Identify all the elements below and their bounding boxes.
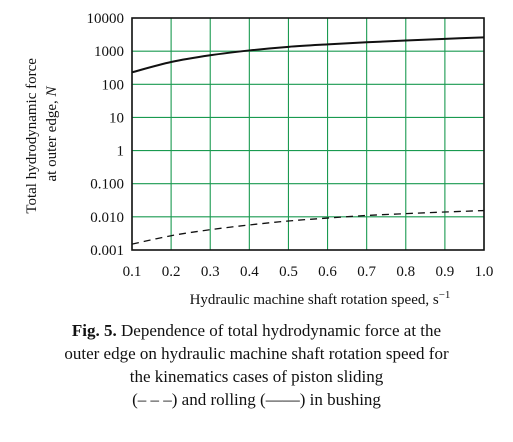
- caption-line-1: Dependence of total hydrodynamic force a…: [116, 321, 442, 340]
- x-tick-label: 0.6: [318, 264, 337, 280]
- y-tick-label: 0.100: [90, 177, 124, 193]
- sliding-dashed-curve: [131, 209, 485, 245]
- caption-line-4: (– – –) and rolling (——) in bushing: [132, 390, 381, 409]
- x-tick-label: 0.4: [240, 264, 259, 280]
- plot-frame: [131, 17, 485, 251]
- x-tick-label: 0.5: [279, 264, 298, 280]
- x-axis-label-superscript: −1: [439, 289, 451, 301]
- caption-line-3: the kinematics cases of piston sliding: [129, 367, 384, 386]
- y-tick-label: 0.010: [90, 210, 124, 226]
- x-tick-label: 0.2: [162, 264, 181, 280]
- rolling-solid-curve: [131, 36, 485, 74]
- figure-number: Fig. 5.: [71, 321, 117, 340]
- y-axis-label: Total hydrodynamic force at outer edge, …: [24, 54, 60, 213]
- y-axis-unit: N: [44, 86, 60, 98]
- y-tick-label: 1000: [94, 44, 124, 60]
- x-tick-labels: 0.1 0.2 0.3 0.4 0.5 0.6 0.7 0.8 0.9 1.0: [123, 264, 494, 280]
- y-axis-label-line1: Total hydrodynamic force: [24, 58, 40, 214]
- y-tick-label: 1: [117, 144, 125, 160]
- x-tick-label: 0.3: [201, 264, 220, 280]
- grid: [131, 17, 485, 251]
- y-tick-label: 10000: [87, 11, 125, 27]
- x-axis-label: Hydraulic machine shaft rotation speed, …: [190, 289, 451, 308]
- figure-caption: Fig. 5. Dependence of total hydrodynamic…: [0, 319, 513, 411]
- caption-line-2: outer edge on hydraulic machine shaft ro…: [64, 344, 449, 363]
- x-tick-label: 0.1: [123, 264, 142, 280]
- chart: 10000 1000 100 10 1 0.100 0.010 0.001 0.1 0.2 0.3…: [24, 11, 494, 308]
- y-tick-label: 10: [109, 110, 124, 126]
- y-tick-label: 100: [102, 77, 125, 93]
- y-tick-label: 0.001: [90, 243, 124, 259]
- x-tick-label: 1.0: [475, 264, 494, 280]
- series-group: [131, 36, 485, 245]
- y-axis-label-line2: at outer edge, N: [44, 86, 60, 182]
- x-tick-label: 0.8: [396, 264, 415, 280]
- y-tick-labels: 10000 1000 100 10 1 0.100 0.010 0.001: [87, 11, 125, 259]
- x-tick-label: 0.9: [436, 264, 455, 280]
- x-tick-label: 0.7: [357, 264, 376, 280]
